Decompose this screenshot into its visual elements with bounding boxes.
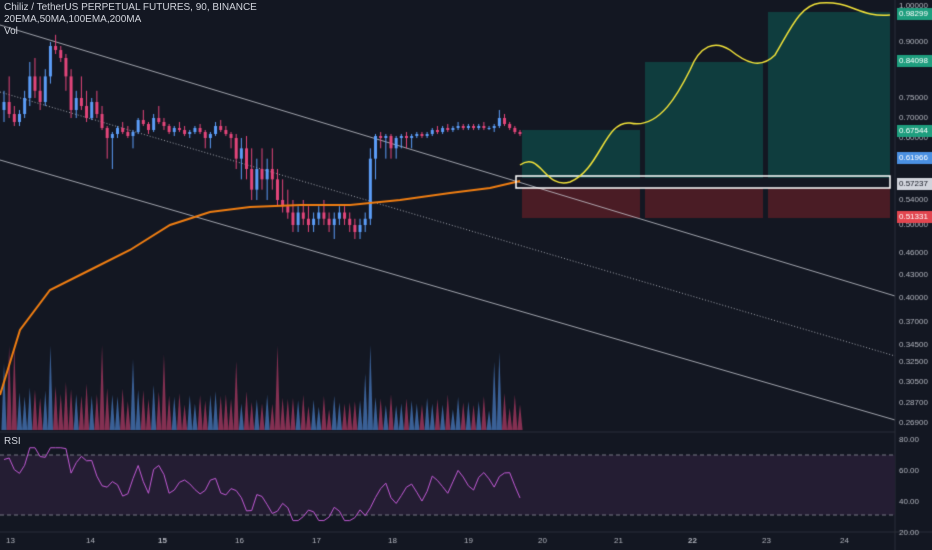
indicators-legend: 20EMA,50MA,100EMA,200MA	[4, 14, 142, 25]
chart-title: Chiliz / TetherUS PERPETUAL FUTURES, 90,…	[4, 2, 257, 13]
volume-label: Vol	[4, 26, 18, 37]
rsi-label: RSI	[4, 436, 21, 447]
